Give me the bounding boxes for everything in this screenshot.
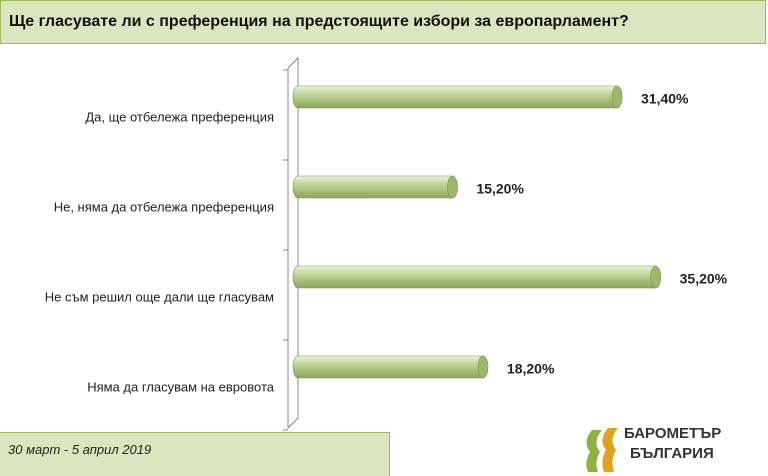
- value-label: 31,40%: [641, 91, 689, 107]
- value-label: 15,20%: [476, 181, 524, 197]
- bar: [292, 175, 458, 199]
- chart-title: Ще гласувате ли с преференция на предсто…: [0, 0, 766, 44]
- date-note: 30 март - 5 април 2019: [0, 432, 390, 476]
- logo: БАРОМЕТЪР БЪЛГАРИЯ: [586, 425, 721, 472]
- bar-cap: [477, 355, 489, 379]
- bar-cap: [611, 85, 623, 109]
- bar: [292, 265, 661, 289]
- logo-icon: [602, 428, 618, 472]
- y-tick-label: Не съм решил още дали ще гласувам: [45, 289, 274, 304]
- value-label: 35,20%: [680, 271, 728, 287]
- bar: [292, 355, 489, 379]
- value-label: 18,20%: [507, 361, 555, 377]
- y-tick-label: Да, ще отбележа преференция: [85, 109, 274, 124]
- y-tick-label: Няма да гласувам на евровота: [87, 379, 275, 394]
- y-tick-label: Не, няма да отбележа преференция: [54, 199, 274, 214]
- logo-icon: [586, 430, 602, 472]
- bar-cap: [650, 265, 661, 289]
- bar: [292, 85, 623, 109]
- logo-text: БАРОМЕТЪР: [624, 425, 721, 442]
- axis-wall: [287, 56, 299, 430]
- bar-cap: [447, 175, 458, 199]
- logo-text: БЪЛГАРИЯ: [630, 445, 714, 462]
